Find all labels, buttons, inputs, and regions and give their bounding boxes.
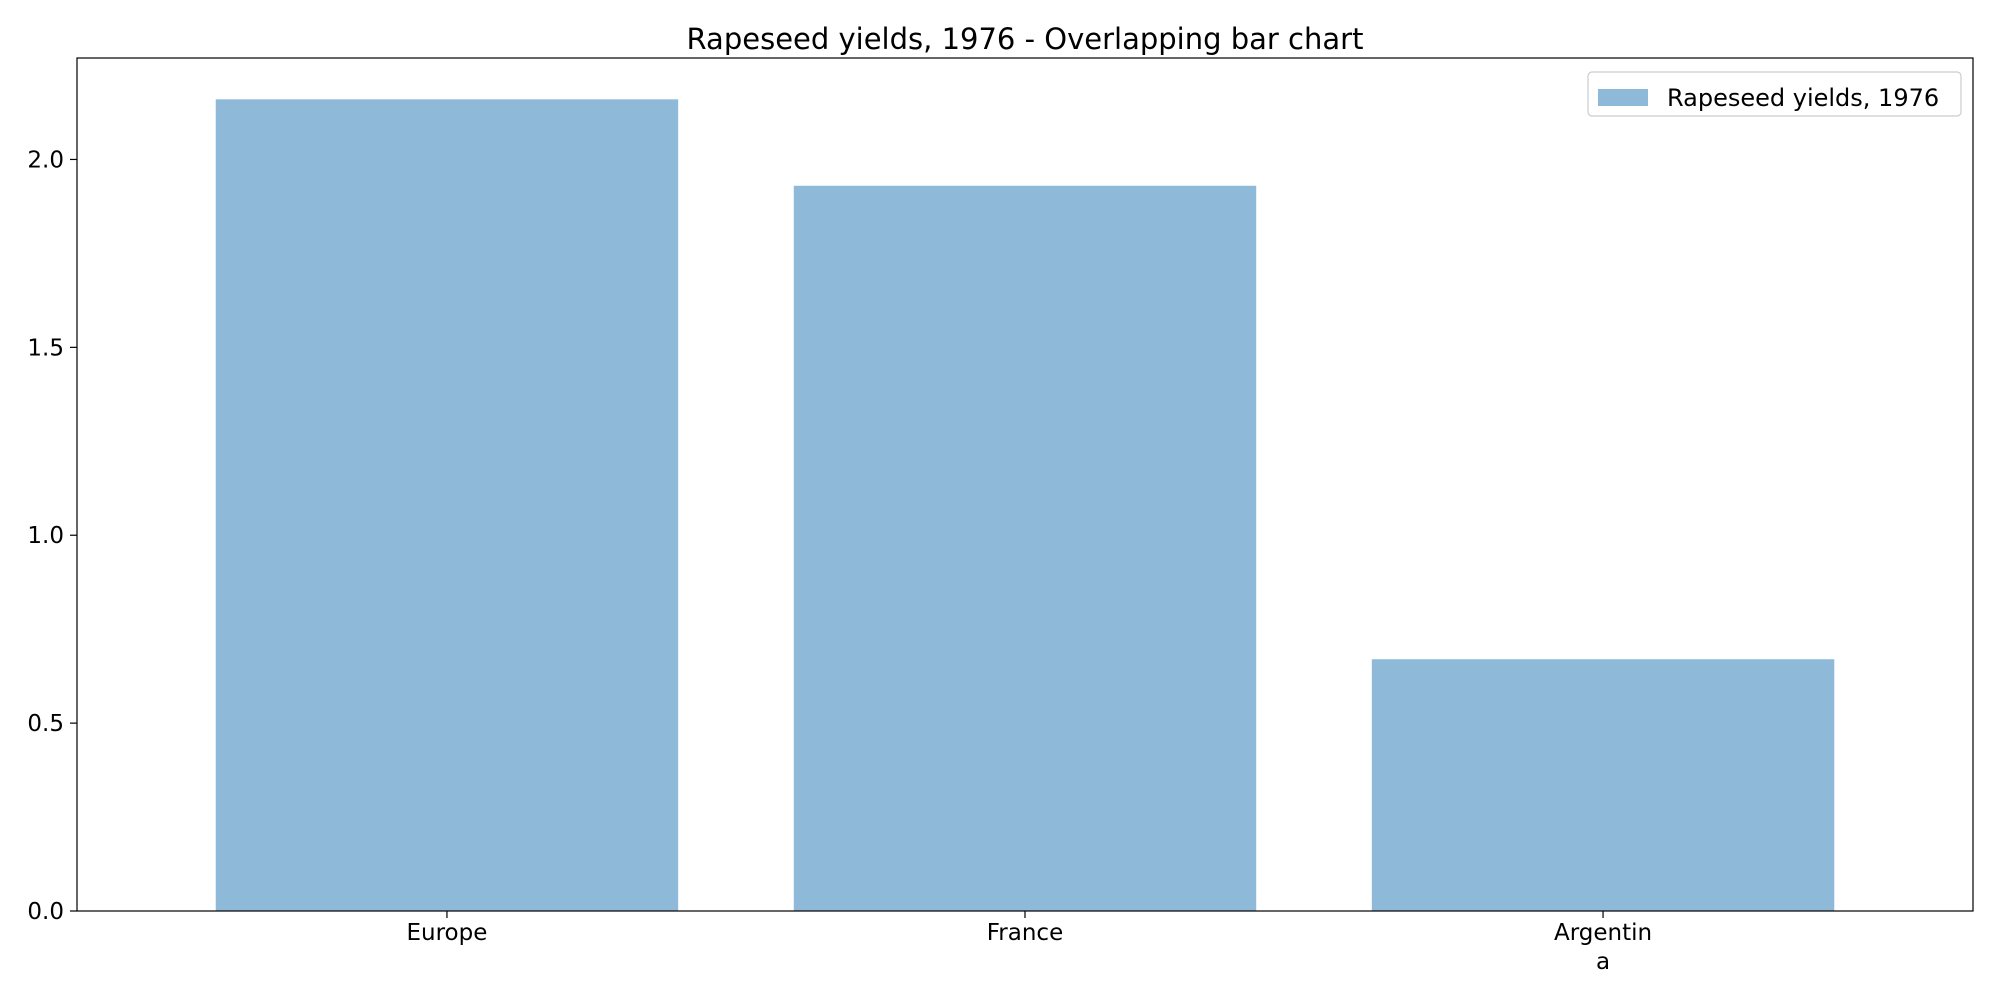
x-tick-label: Argentin xyxy=(1554,920,1652,946)
bar-france xyxy=(793,185,1257,912)
plot-area xyxy=(215,99,1835,912)
x-tick-label: Europe xyxy=(407,920,488,946)
y-tick-label: 1.0 xyxy=(27,523,64,549)
y-tick-label: 0.5 xyxy=(27,711,64,737)
legend-label: Rapeseed yields, 1976 xyxy=(1667,84,1939,112)
legend-swatch xyxy=(1598,89,1648,106)
legend-box xyxy=(1587,71,1962,117)
axes: 0.0 0.5 1.0 1.5 2.0 Europe France Argentin a xyxy=(27,57,1974,975)
bar-argentina xyxy=(1371,659,1835,911)
bar-europe xyxy=(215,99,679,912)
y-tick-label: 1.5 xyxy=(27,335,64,361)
x-tick-label: a xyxy=(1596,949,1610,975)
x-tick-label: France xyxy=(987,920,1063,946)
chart-title: Rapeseed yields, 1976 - Overlapping bar … xyxy=(687,22,1364,56)
y-tick-label: 0.0 xyxy=(27,899,64,925)
legend: Rapeseed yields, 1976 xyxy=(1587,71,1962,117)
y-tick-label: 2.0 xyxy=(27,147,64,173)
